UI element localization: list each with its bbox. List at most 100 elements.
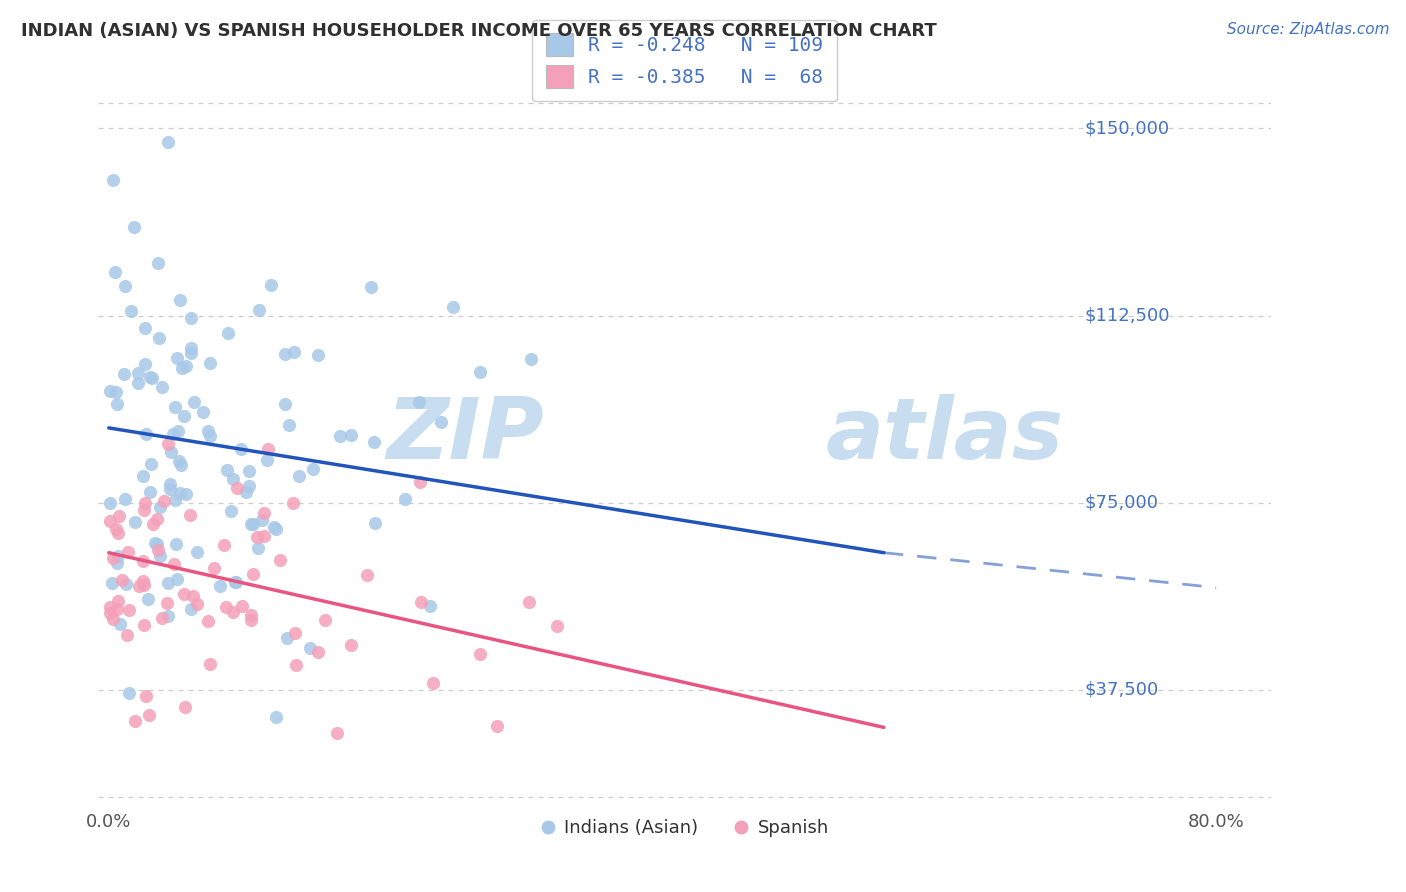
Point <box>468 365 491 379</box>
Point <box>100 576 122 591</box>
Point <box>135 689 157 703</box>
Point <box>301 462 323 476</box>
Point <box>276 632 298 646</box>
Point <box>114 279 136 293</box>
Point <box>156 136 179 150</box>
Point <box>225 481 247 495</box>
Text: ZIP: ZIP <box>387 394 544 477</box>
Point <box>202 561 225 575</box>
Point <box>117 544 139 558</box>
Point <box>219 503 242 517</box>
Point <box>159 445 181 459</box>
Point <box>105 557 128 571</box>
Point <box>166 572 188 586</box>
Point <box>134 503 156 517</box>
Point <box>200 429 222 443</box>
Point <box>145 512 167 526</box>
Point <box>274 346 297 360</box>
Point <box>138 708 160 723</box>
Point <box>135 426 157 441</box>
Point <box>217 463 239 477</box>
Point <box>283 344 305 359</box>
Point <box>157 437 180 451</box>
Point <box>191 405 214 419</box>
Point <box>138 369 160 384</box>
Point <box>247 303 270 318</box>
Point <box>197 424 219 438</box>
Point <box>101 611 124 625</box>
Point <box>131 554 153 568</box>
Point <box>278 418 301 433</box>
Point <box>242 517 264 532</box>
Point <box>269 553 291 567</box>
Point <box>159 482 181 496</box>
Point <box>217 326 239 340</box>
Point <box>256 453 278 467</box>
Text: $75,000: $75,000 <box>1085 494 1159 512</box>
Point <box>307 348 329 362</box>
Point <box>174 699 197 714</box>
Point <box>247 541 270 555</box>
Text: $150,000: $150,000 <box>1085 120 1170 137</box>
Point <box>115 577 138 591</box>
Point <box>225 574 247 589</box>
Point <box>107 549 129 563</box>
Point <box>240 517 263 532</box>
Point <box>181 589 204 603</box>
Point <box>165 492 187 507</box>
Point <box>242 566 264 581</box>
Point <box>98 599 121 614</box>
Point <box>157 609 180 624</box>
Point <box>307 645 329 659</box>
Point <box>411 594 433 608</box>
Point <box>127 367 149 381</box>
Point <box>132 617 155 632</box>
Point <box>169 458 191 473</box>
Point <box>468 647 491 661</box>
Point <box>145 536 167 550</box>
Point <box>118 685 141 699</box>
Point <box>180 311 202 326</box>
Point <box>288 469 311 483</box>
Point <box>173 409 195 423</box>
Point <box>103 550 125 565</box>
Point <box>485 719 508 733</box>
Point <box>98 514 121 528</box>
Point <box>356 567 378 582</box>
Point <box>111 573 134 587</box>
Point <box>253 528 276 542</box>
Point <box>214 538 236 552</box>
Point <box>148 330 170 344</box>
Point <box>283 496 305 510</box>
Point <box>139 457 162 471</box>
Point <box>314 613 336 627</box>
Point <box>98 384 121 399</box>
Text: Source: ZipAtlas.com: Source: ZipAtlas.com <box>1226 22 1389 37</box>
Point <box>326 726 349 740</box>
Point <box>105 397 128 411</box>
Point <box>118 602 141 616</box>
Point <box>105 602 128 616</box>
Point <box>173 586 195 600</box>
Point <box>186 597 208 611</box>
Legend: Indians (Asian), Spanish: Indians (Asian), Spanish <box>533 812 837 845</box>
Point <box>340 638 363 652</box>
Point <box>408 395 430 409</box>
Point <box>146 255 169 269</box>
Point <box>166 351 188 365</box>
Point <box>157 575 180 590</box>
Point <box>169 486 191 500</box>
Point <box>141 370 163 384</box>
Point <box>103 172 125 186</box>
Point <box>517 594 540 608</box>
Point <box>114 492 136 507</box>
Point <box>252 513 274 527</box>
Point <box>231 599 253 613</box>
Point <box>105 522 128 536</box>
Point <box>200 356 222 370</box>
Point <box>274 397 297 411</box>
Point <box>134 321 156 335</box>
Point <box>284 626 307 640</box>
Point <box>138 484 160 499</box>
Point <box>162 557 184 571</box>
